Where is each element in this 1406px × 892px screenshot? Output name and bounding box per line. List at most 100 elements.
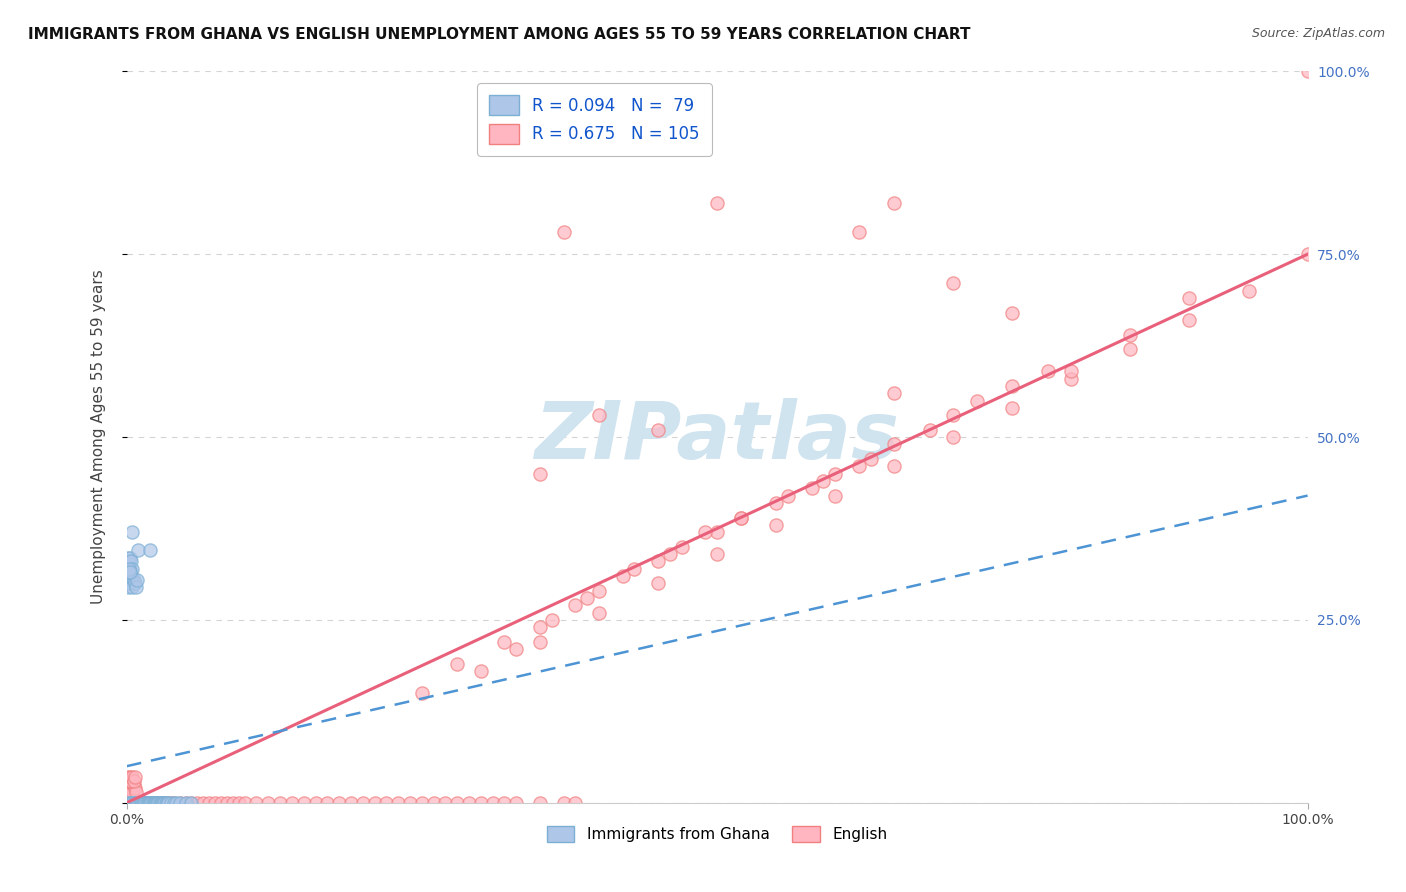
Point bbox=[1036, 364, 1059, 378]
Point bbox=[163, 796, 186, 810]
Point bbox=[121, 562, 143, 576]
Point bbox=[494, 796, 516, 810]
Point bbox=[706, 525, 728, 540]
Point bbox=[1178, 291, 1201, 305]
Point bbox=[129, 796, 152, 810]
Point bbox=[122, 773, 145, 788]
Point bbox=[125, 580, 148, 594]
Point bbox=[706, 196, 728, 211]
Point bbox=[117, 550, 139, 565]
Point bbox=[160, 796, 183, 810]
Point bbox=[118, 785, 141, 799]
Point bbox=[117, 580, 139, 594]
Point bbox=[150, 796, 173, 810]
Point bbox=[1296, 64, 1319, 78]
Point bbox=[918, 423, 941, 437]
Point bbox=[138, 796, 160, 810]
Point bbox=[883, 196, 905, 211]
Point bbox=[883, 459, 905, 474]
Point bbox=[588, 606, 610, 620]
Point bbox=[124, 770, 146, 784]
Point bbox=[800, 481, 823, 495]
Point bbox=[695, 525, 717, 540]
Point bbox=[411, 686, 433, 700]
Point bbox=[153, 796, 176, 810]
Point bbox=[813, 474, 835, 488]
Point bbox=[125, 796, 148, 810]
Point bbox=[494, 635, 516, 649]
Point bbox=[142, 796, 165, 810]
Point bbox=[505, 796, 527, 810]
Point bbox=[1237, 284, 1260, 298]
Point bbox=[204, 796, 226, 810]
Point bbox=[529, 635, 551, 649]
Point bbox=[156, 796, 179, 810]
Point bbox=[120, 562, 142, 576]
Point bbox=[120, 773, 142, 788]
Point bbox=[141, 796, 163, 810]
Point bbox=[848, 225, 870, 239]
Point bbox=[612, 569, 634, 583]
Point bbox=[155, 796, 177, 810]
Point bbox=[135, 796, 157, 810]
Point bbox=[118, 554, 141, 568]
Point bbox=[588, 408, 610, 422]
Point bbox=[1119, 327, 1142, 342]
Point bbox=[120, 781, 142, 796]
Point bbox=[146, 796, 169, 810]
Point bbox=[131, 796, 153, 810]
Text: IMMIGRANTS FROM GHANA VS ENGLISH UNEMPLOYMENT AMONG AGES 55 TO 59 YEARS CORRELAT: IMMIGRANTS FROM GHANA VS ENGLISH UNEMPLO… bbox=[28, 27, 970, 42]
Point bbox=[824, 489, 846, 503]
Point bbox=[120, 796, 142, 810]
Point bbox=[127, 796, 149, 810]
Point bbox=[141, 796, 163, 810]
Point bbox=[375, 796, 398, 810]
Point bbox=[730, 510, 752, 524]
Point bbox=[124, 796, 146, 810]
Point bbox=[647, 423, 669, 437]
Point bbox=[1296, 247, 1319, 261]
Point bbox=[1060, 371, 1083, 385]
Point bbox=[127, 796, 149, 810]
Point bbox=[150, 796, 173, 810]
Point bbox=[120, 569, 142, 583]
Point bbox=[120, 770, 142, 784]
Point bbox=[529, 467, 551, 481]
Point bbox=[1001, 306, 1024, 320]
Point bbox=[120, 569, 142, 583]
Point bbox=[340, 796, 363, 810]
Point bbox=[139, 796, 162, 810]
Point bbox=[422, 796, 444, 810]
Point bbox=[316, 796, 339, 810]
Point bbox=[1178, 313, 1201, 327]
Point bbox=[564, 796, 586, 810]
Point bbox=[671, 540, 693, 554]
Point bbox=[128, 796, 150, 810]
Point bbox=[139, 543, 162, 558]
Point bbox=[169, 796, 191, 810]
Point bbox=[117, 770, 139, 784]
Point bbox=[434, 796, 457, 810]
Point bbox=[1060, 364, 1083, 378]
Point bbox=[540, 613, 562, 627]
Point bbox=[193, 796, 215, 810]
Point bbox=[145, 796, 167, 810]
Point bbox=[352, 796, 374, 810]
Point bbox=[553, 796, 575, 810]
Point bbox=[588, 583, 610, 598]
Point bbox=[120, 576, 142, 591]
Point bbox=[134, 796, 156, 810]
Point bbox=[139, 796, 162, 810]
Point bbox=[458, 796, 481, 810]
Point bbox=[134, 796, 156, 810]
Point bbox=[132, 796, 155, 810]
Point bbox=[165, 796, 187, 810]
Point bbox=[470, 664, 492, 678]
Point bbox=[883, 437, 905, 451]
Point bbox=[824, 467, 846, 481]
Point bbox=[152, 796, 174, 810]
Point bbox=[129, 796, 152, 810]
Point bbox=[117, 569, 139, 583]
Point bbox=[136, 796, 159, 810]
Point bbox=[134, 796, 156, 810]
